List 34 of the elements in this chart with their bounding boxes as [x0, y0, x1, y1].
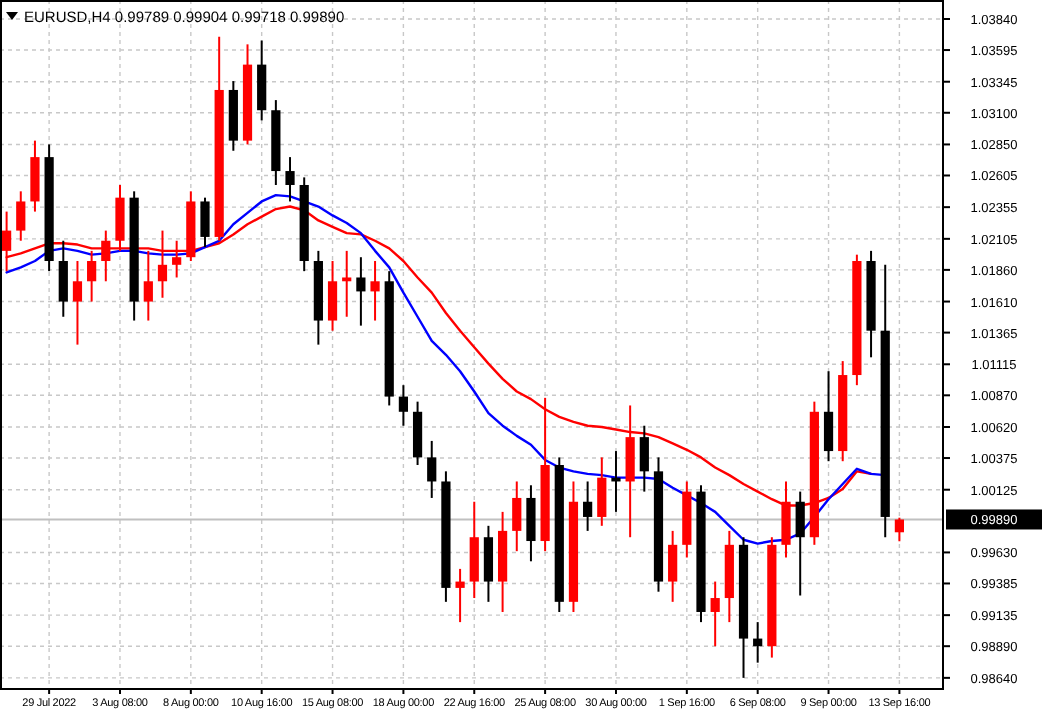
- candlestick: [398, 384, 409, 427]
- candlestick: [894, 516, 904, 543]
- candlestick: [257, 39, 267, 122]
- candlestick: [327, 260, 338, 332]
- candlestick: [753, 621, 763, 664]
- candlestick: [16, 190, 26, 242]
- candlestick: [58, 239, 68, 318]
- candlestick: [412, 400, 423, 466]
- candlestick: [512, 480, 522, 553]
- candlestick: [30, 139, 40, 213]
- candlestick: [172, 239, 182, 279]
- candlestick: [370, 260, 380, 322]
- candlestick: [469, 500, 479, 600]
- candlestick: [639, 424, 649, 493]
- candlestick: [143, 249, 153, 322]
- candlestick: [526, 484, 536, 563]
- candlestick: [157, 229, 168, 299]
- candlestick: [356, 256, 366, 327]
- candlestick: [87, 249, 97, 303]
- candlestick: [597, 456, 607, 527]
- candlestick: [342, 249, 352, 318]
- candlestick: [483, 524, 494, 603]
- candlestick: [455, 567, 465, 624]
- line-series: [5, 193, 887, 545]
- candlestick: [710, 580, 720, 648]
- candlestick: [72, 260, 83, 346]
- candlestick: [101, 229, 111, 283]
- candlestick: [668, 529, 678, 603]
- candlestick: [823, 370, 834, 463]
- candlestick: [285, 156, 295, 203]
- candlestick: [795, 490, 805, 597]
- candlestick: [427, 439, 437, 499]
- candlestick: [200, 196, 210, 249]
- candlestick: [583, 480, 593, 532]
